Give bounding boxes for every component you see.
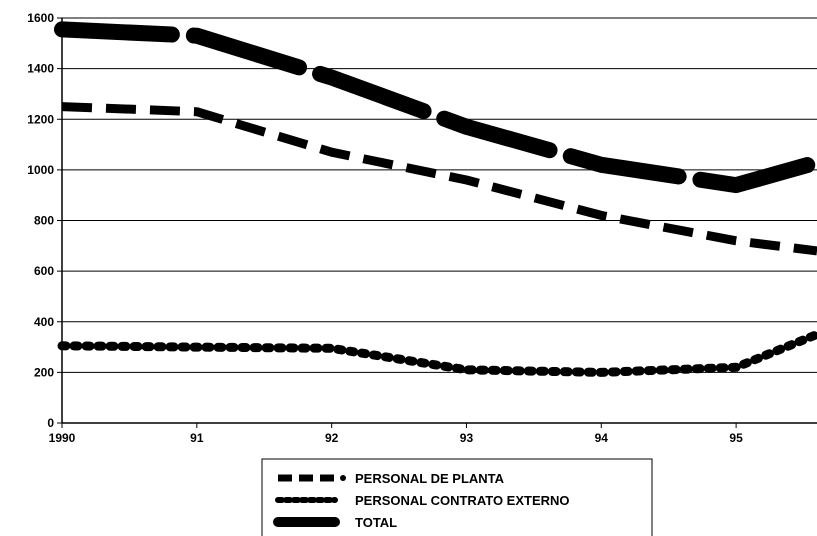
x-tick-label: 94 bbox=[595, 431, 609, 445]
y-tick-label: 800 bbox=[34, 214, 54, 228]
series-lines bbox=[54, 21, 817, 377]
y-tick-label: 1000 bbox=[27, 163, 54, 177]
series-line-0 bbox=[61, 102, 817, 256]
grid-lines bbox=[61, 17, 817, 424]
series-line-2 bbox=[54, 21, 817, 194]
y-tick-label: 1400 bbox=[27, 62, 54, 76]
x-tick-label: 91 bbox=[190, 431, 204, 445]
legend: PERSONAL DE PLANTA PERSONAL CONTRATO EXTE… bbox=[261, 458, 653, 536]
x-tick-label: 1990 bbox=[49, 431, 76, 445]
x-tick-label: 95 bbox=[729, 431, 743, 445]
y-axis-ticks: 0 200 400 600 800 1000 1200 1400 1600 bbox=[27, 11, 62, 430]
y-tick-label: 400 bbox=[34, 315, 54, 329]
legend-label-1: PERSONAL CONTRATO EXTERNO bbox=[355, 493, 570, 508]
x-axis-ticks: 1990 91 92 93 94 95 bbox=[49, 423, 743, 445]
y-tick-label: 0 bbox=[47, 416, 54, 430]
y-tick-label: 1600 bbox=[27, 11, 54, 25]
legend-swatch-dot bbox=[340, 475, 346, 481]
x-tick-label: 93 bbox=[460, 431, 474, 445]
y-tick-label: 1200 bbox=[27, 112, 54, 126]
x-tick-label: 92 bbox=[325, 431, 339, 445]
y-tick-label: 200 bbox=[34, 365, 54, 379]
legend-label-0: PERSONAL DE PLANTA bbox=[355, 471, 505, 486]
series-line-1 bbox=[57, 329, 817, 377]
legend-label-2: TOTAL bbox=[355, 515, 397, 530]
y-tick-label: 600 bbox=[34, 264, 54, 278]
